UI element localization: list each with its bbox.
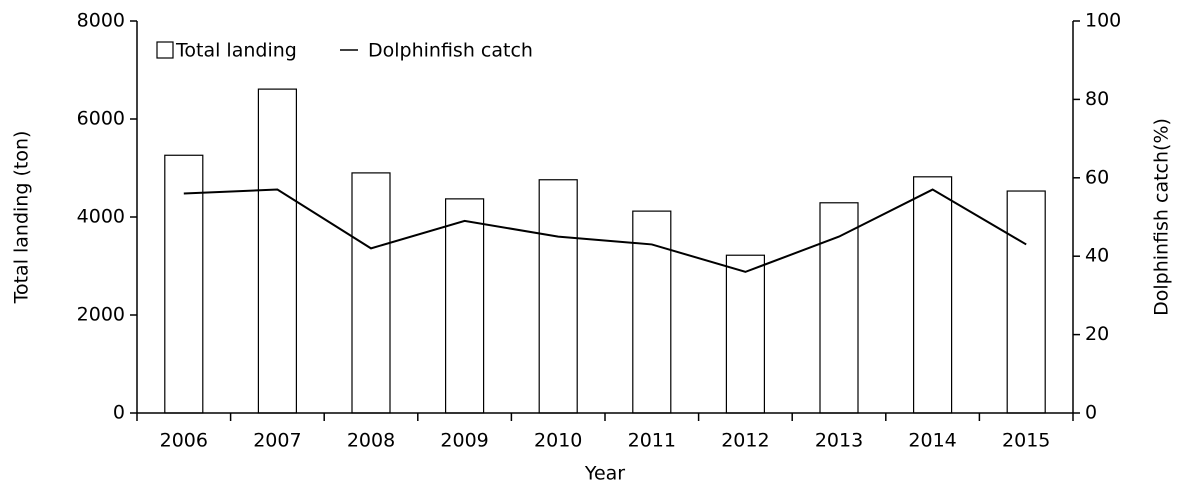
legend-label: Dolphinfish catch	[368, 40, 533, 62]
y2-axis-label: Dolphinfish catch(%)	[1151, 118, 1173, 316]
x-tick-label: 2009	[440, 430, 488, 452]
x-tick-label: 2013	[815, 430, 863, 452]
y-tick-label: 6000	[77, 108, 125, 130]
x-tick-label: 2008	[347, 430, 395, 452]
x-tick-label: 2007	[253, 430, 301, 452]
bar	[445, 198, 485, 414]
bar	[257, 88, 297, 414]
x-axis-label: Year	[584, 463, 625, 485]
bar	[632, 210, 672, 414]
y-tick-label: 8000	[77, 10, 125, 32]
y-tick-label: 4000	[77, 206, 125, 228]
y2-tick-label: 100	[1085, 10, 1121, 32]
x-tick-label: 2015	[1002, 430, 1050, 452]
x-tick-label: 2011	[628, 430, 676, 452]
line	[183, 188, 1027, 273]
y-axis-label: Total landing (ton)	[11, 131, 33, 305]
bar	[164, 154, 204, 414]
bar	[351, 172, 391, 414]
bar	[538, 179, 578, 414]
bar	[725, 254, 766, 414]
legend-label: Total landing	[175, 40, 297, 62]
x-tick-label: 2012	[721, 430, 769, 452]
x-tick-label: 2010	[534, 430, 582, 452]
y2-tick-label: 80	[1085, 88, 1109, 110]
y-tick-label: 2000	[77, 304, 125, 326]
y-tick-label: 0	[113, 402, 125, 424]
y2-tick-label: 40	[1085, 245, 1109, 267]
legend-swatch	[156, 41, 174, 59]
x-tick-label: 2006	[160, 430, 208, 452]
y2-tick-label: 60	[1085, 166, 1109, 188]
y2-tick-label: 0	[1085, 402, 1097, 424]
x-tick-label: 2014	[908, 430, 956, 452]
y2-tick-label: 20	[1085, 323, 1109, 345]
bar	[912, 176, 953, 414]
bar	[1006, 190, 1046, 414]
bar	[819, 202, 859, 414]
